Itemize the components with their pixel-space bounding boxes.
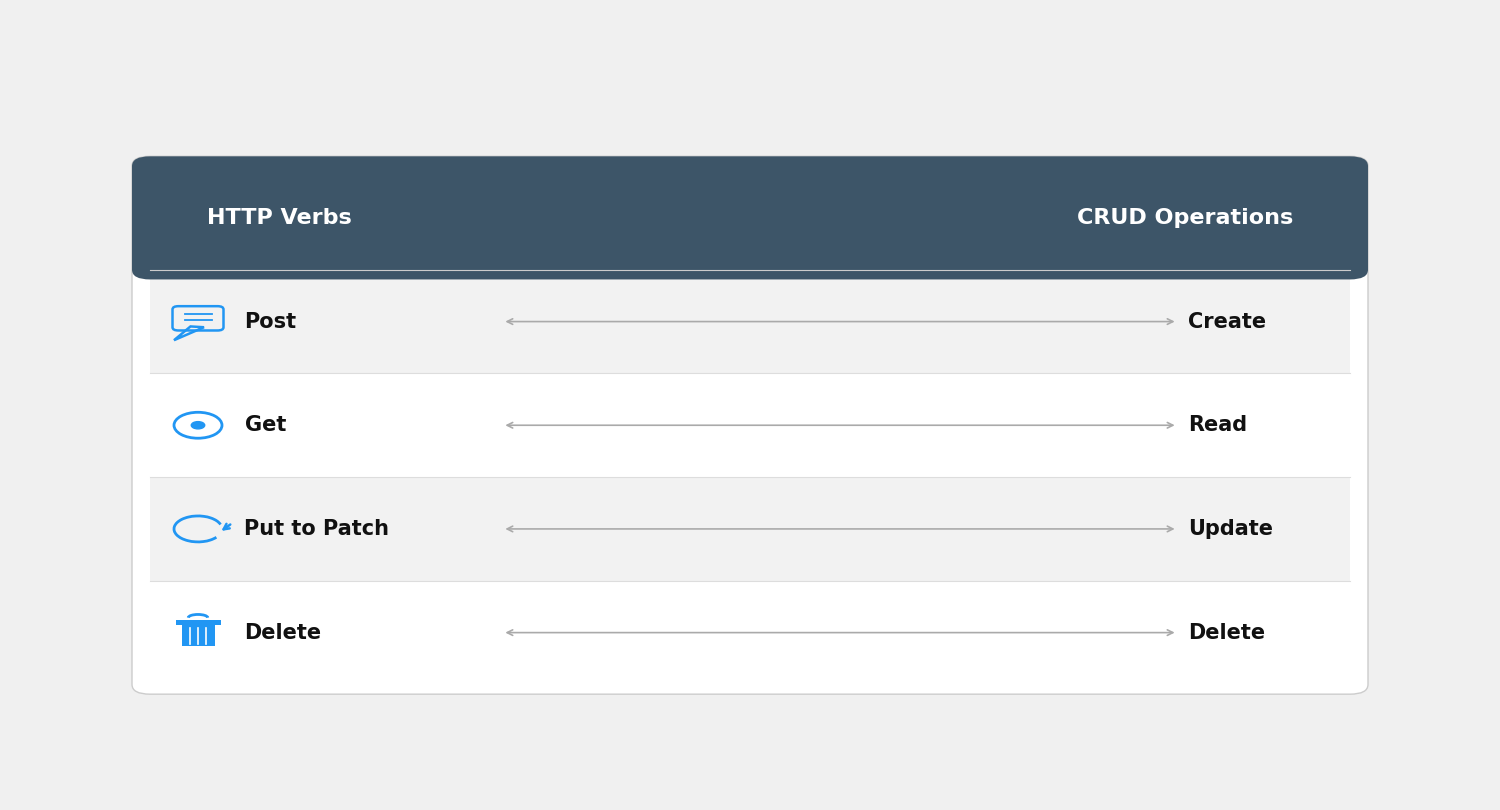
Bar [150, 270, 1350, 373]
Text: Delete: Delete [244, 623, 321, 642]
FancyBboxPatch shape [132, 156, 1368, 694]
Text: CRUD Operations: CRUD Operations [1077, 208, 1293, 228]
Bar [150, 373, 1350, 477]
Bar [150, 233, 1350, 270]
Bar [182, 625, 214, 646]
Text: Get: Get [244, 416, 286, 435]
Text: Create: Create [1188, 312, 1266, 331]
Bar [150, 581, 1350, 684]
Text: Update: Update [1188, 519, 1274, 539]
Text: Delete: Delete [1188, 623, 1264, 642]
Bar [176, 620, 220, 625]
Text: Post: Post [244, 312, 297, 331]
Text: Read: Read [1188, 416, 1246, 435]
Circle shape [192, 422, 204, 428]
Text: HTTP Verbs: HTTP Verbs [207, 208, 351, 228]
FancyBboxPatch shape [132, 156, 1368, 279]
Bar [150, 477, 1350, 581]
Text: Put to Patch: Put to Patch [244, 519, 390, 539]
